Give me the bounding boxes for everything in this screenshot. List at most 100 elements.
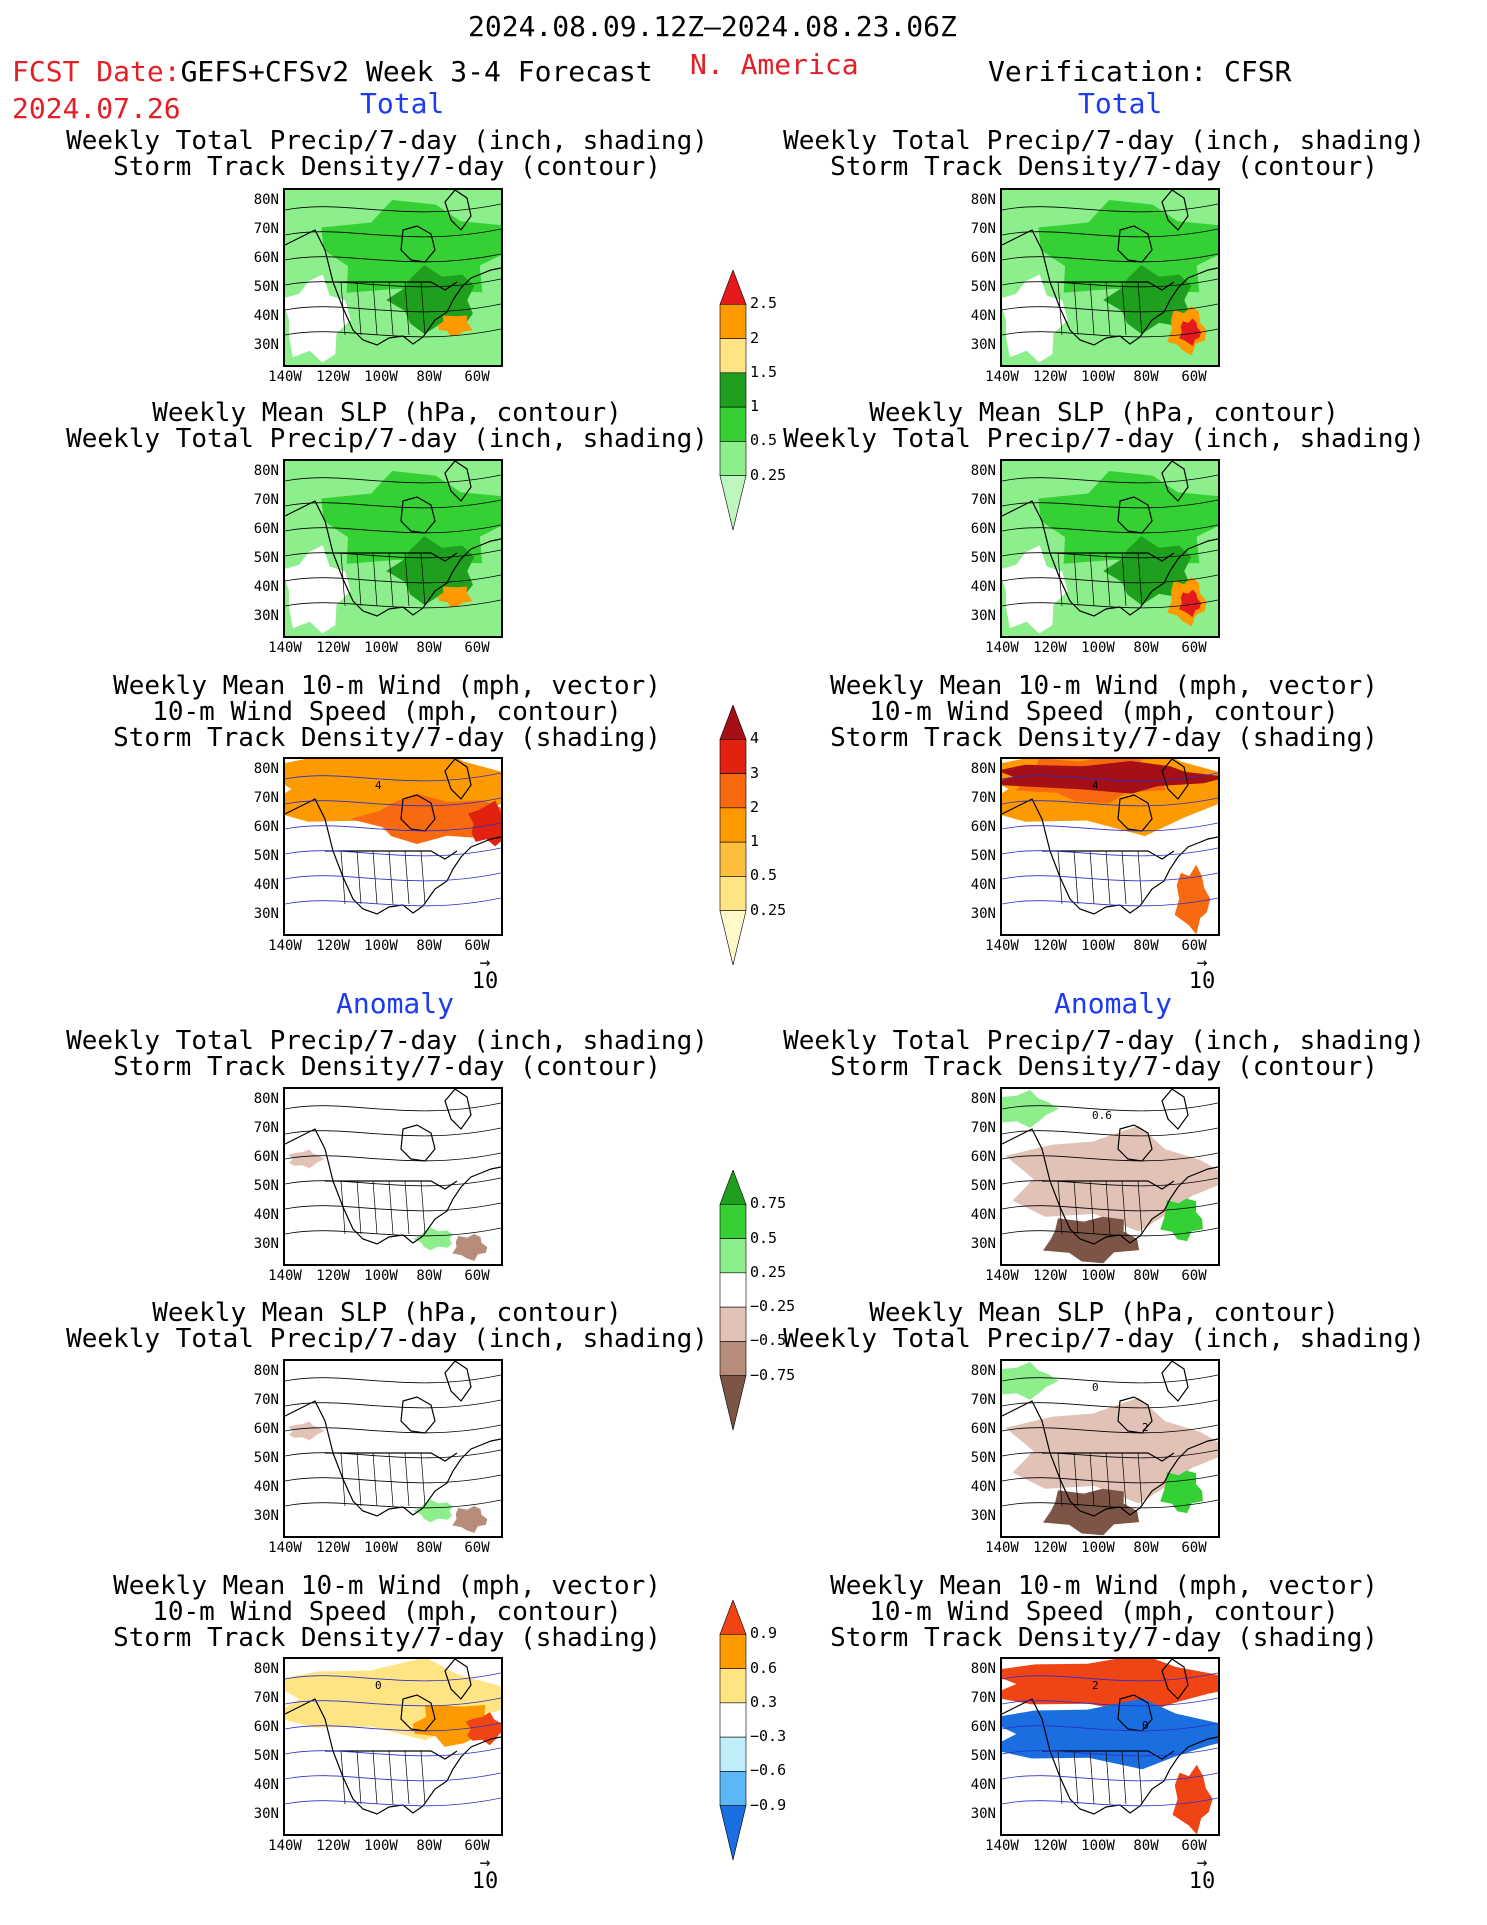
panel-title-line: Weekly Mean 10-m Wind (mph, vector): [830, 671, 1378, 701]
panel-title-line: Weekly Mean SLP (hPa, contour): [152, 398, 622, 428]
forecast-label: FCST Date:GEFS+CFSv2 Week 3-4 Forecast: [12, 55, 653, 88]
lon-tick-label: 100W: [1081, 369, 1115, 385]
lat-tick-label: 40N: [970, 1479, 996, 1495]
panel-title-line: 10-m Wind Speed (mph, contour): [152, 697, 622, 727]
panel-title-line: Weekly Mean SLP (hPa, contour): [869, 1298, 1339, 1328]
contour-line: [1002, 328, 1218, 338]
contour-line: [285, 228, 501, 238]
contour-line: [285, 1127, 501, 1137]
colorbar-tick-label: 2: [750, 328, 760, 347]
colorbar-tick-label: 0.6: [750, 1658, 778, 1677]
lon-tick-label: 100W: [1081, 1268, 1115, 1284]
state-border: [372, 850, 378, 905]
lat-tick-label: 60N: [253, 819, 279, 835]
lat-tick-label: 70N: [970, 1690, 996, 1706]
state-border: [1105, 552, 1111, 607]
lat-tick-label: 70N: [970, 492, 996, 508]
state-border: [1089, 850, 1095, 905]
coastline: [1117, 1124, 1153, 1162]
forecast-total-wind-storm-map: 4: [283, 757, 503, 936]
coastline: [1161, 759, 1189, 800]
lat-tick-label: 40N: [253, 1207, 279, 1223]
lat-tick-label: 50N: [970, 1178, 996, 1194]
panel-title-line: Storm Track Density/7-day (contour): [113, 152, 661, 182]
colorbar-tick-label: −0.9: [750, 1795, 787, 1814]
panel-title-line: Storm Track Density/7-day (shading): [830, 723, 1378, 753]
lat-tick-label: 30N: [970, 608, 996, 624]
shade-region: [1002, 274, 1068, 363]
lat-tick-label: 80N: [970, 761, 996, 777]
contour-line: [285, 1797, 501, 1807]
verification-anomaly-precip-storm-map: 0.6: [1000, 1087, 1220, 1266]
lon-tick-label: 140W: [268, 369, 302, 385]
colorbar-swatch: [719, 270, 747, 305]
lat-tick-label: 50N: [253, 279, 279, 295]
verification-total-wind-storm-map: 4: [1000, 757, 1220, 936]
lat-tick-label: 50N: [253, 1178, 279, 1194]
panel-title-line: Weekly Total Precip/7-day (inch, shading…: [66, 1324, 708, 1354]
lon-tick-label: 120W: [1033, 1268, 1067, 1284]
colorbar-tick-label: 0.9: [750, 1624, 778, 1643]
colorbar-swatch: [719, 1306, 747, 1342]
contour-line: [285, 847, 501, 857]
lon-tick-label: 140W: [985, 640, 1019, 656]
lat-tick-label: 30N: [253, 608, 279, 624]
colorbar-swatch: [719, 910, 747, 966]
contour-line: [1002, 574, 1218, 584]
colorbar-swatch: [719, 1600, 747, 1635]
coastline: [400, 496, 436, 534]
coastline: [444, 759, 472, 800]
contour-line: [285, 1374, 501, 1384]
lon-tick-label: 60W: [1181, 938, 1207, 954]
lon-tick-label: 120W: [316, 1838, 350, 1854]
lon-tick-label: 140W: [268, 1838, 302, 1854]
lat-tick-label: 70N: [970, 1392, 996, 1408]
lon-tick-label: 140W: [268, 1268, 302, 1284]
lon-tick-label: 140W: [268, 938, 302, 954]
lon-tick-label: 60W: [464, 369, 490, 385]
contour-line: [285, 1499, 501, 1509]
lat-tick-label: 70N: [253, 492, 279, 508]
lat-tick-label: 80N: [253, 192, 279, 208]
state-border: [372, 281, 378, 336]
lon-tick-label: 100W: [364, 938, 398, 954]
contour-line: [1002, 203, 1218, 213]
contour-line: [1002, 1672, 1218, 1682]
contour-line: [1002, 872, 1218, 882]
panel-title-line: Weekly Total Precip/7-day (inch, shading…: [66, 1026, 708, 1056]
contour-line: [285, 797, 501, 807]
lat-tick-label: 40N: [970, 1207, 996, 1223]
contour-line: [285, 1697, 501, 1707]
shade-region: [1179, 589, 1202, 618]
shade-region: [452, 1506, 488, 1533]
colorbar-tick-label: −0.5: [750, 1331, 787, 1350]
lat-tick-label: 30N: [970, 1508, 996, 1524]
colorbar-tick-label: 0.5: [750, 1228, 778, 1247]
coastline: [1117, 496, 1153, 534]
state-border: [388, 1452, 394, 1507]
state-border: [1089, 552, 1095, 607]
panel-title-line: 10-m Wind Speed (mph, contour): [869, 1597, 1339, 1627]
coastline: [1161, 1089, 1189, 1130]
colorbar-swatch: [719, 1203, 747, 1239]
vector-reference: → 10: [1182, 1854, 1222, 1895]
state-border: [1089, 281, 1095, 336]
state-border: [420, 1750, 426, 1805]
panel-title-line: Storm Track Density/7-day (shading): [830, 1623, 1378, 1653]
lon-tick-label: 60W: [1181, 640, 1207, 656]
lon-tick-label: 80W: [416, 938, 442, 954]
lon-tick-label: 60W: [1181, 1838, 1207, 1854]
lat-tick-label: 60N: [970, 1421, 996, 1437]
panel-title-line: Weekly Total Precip/7-day (inch, shading…: [783, 1324, 1425, 1354]
colorbar-tick-label: 0.25: [750, 465, 787, 484]
section-total-right: Total: [1078, 87, 1163, 120]
colorbar-swatch: [719, 475, 747, 531]
lat-tick-label: 60N: [970, 819, 996, 835]
lat-tick-label: 60N: [970, 521, 996, 537]
contour-line: [1002, 1697, 1218, 1707]
colorbar-tick-label: 3: [750, 763, 760, 782]
lat-tick-label: 80N: [253, 761, 279, 777]
colorbar-swatch: [719, 1668, 747, 1704]
lon-tick-label: 80W: [416, 369, 442, 385]
colorbar-swatch: [719, 406, 747, 442]
